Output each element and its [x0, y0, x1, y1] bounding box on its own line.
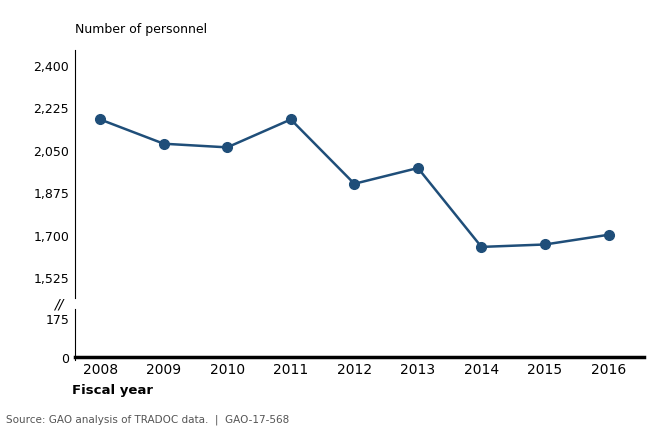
Text: //: //	[54, 296, 63, 311]
Text: Number of personnel: Number of personnel	[75, 23, 207, 36]
Text: Fiscal year: Fiscal year	[72, 383, 153, 396]
Text: Source: GAO analysis of TRADOC data.  |  GAO-17-568: Source: GAO analysis of TRADOC data. | G…	[6, 413, 290, 424]
